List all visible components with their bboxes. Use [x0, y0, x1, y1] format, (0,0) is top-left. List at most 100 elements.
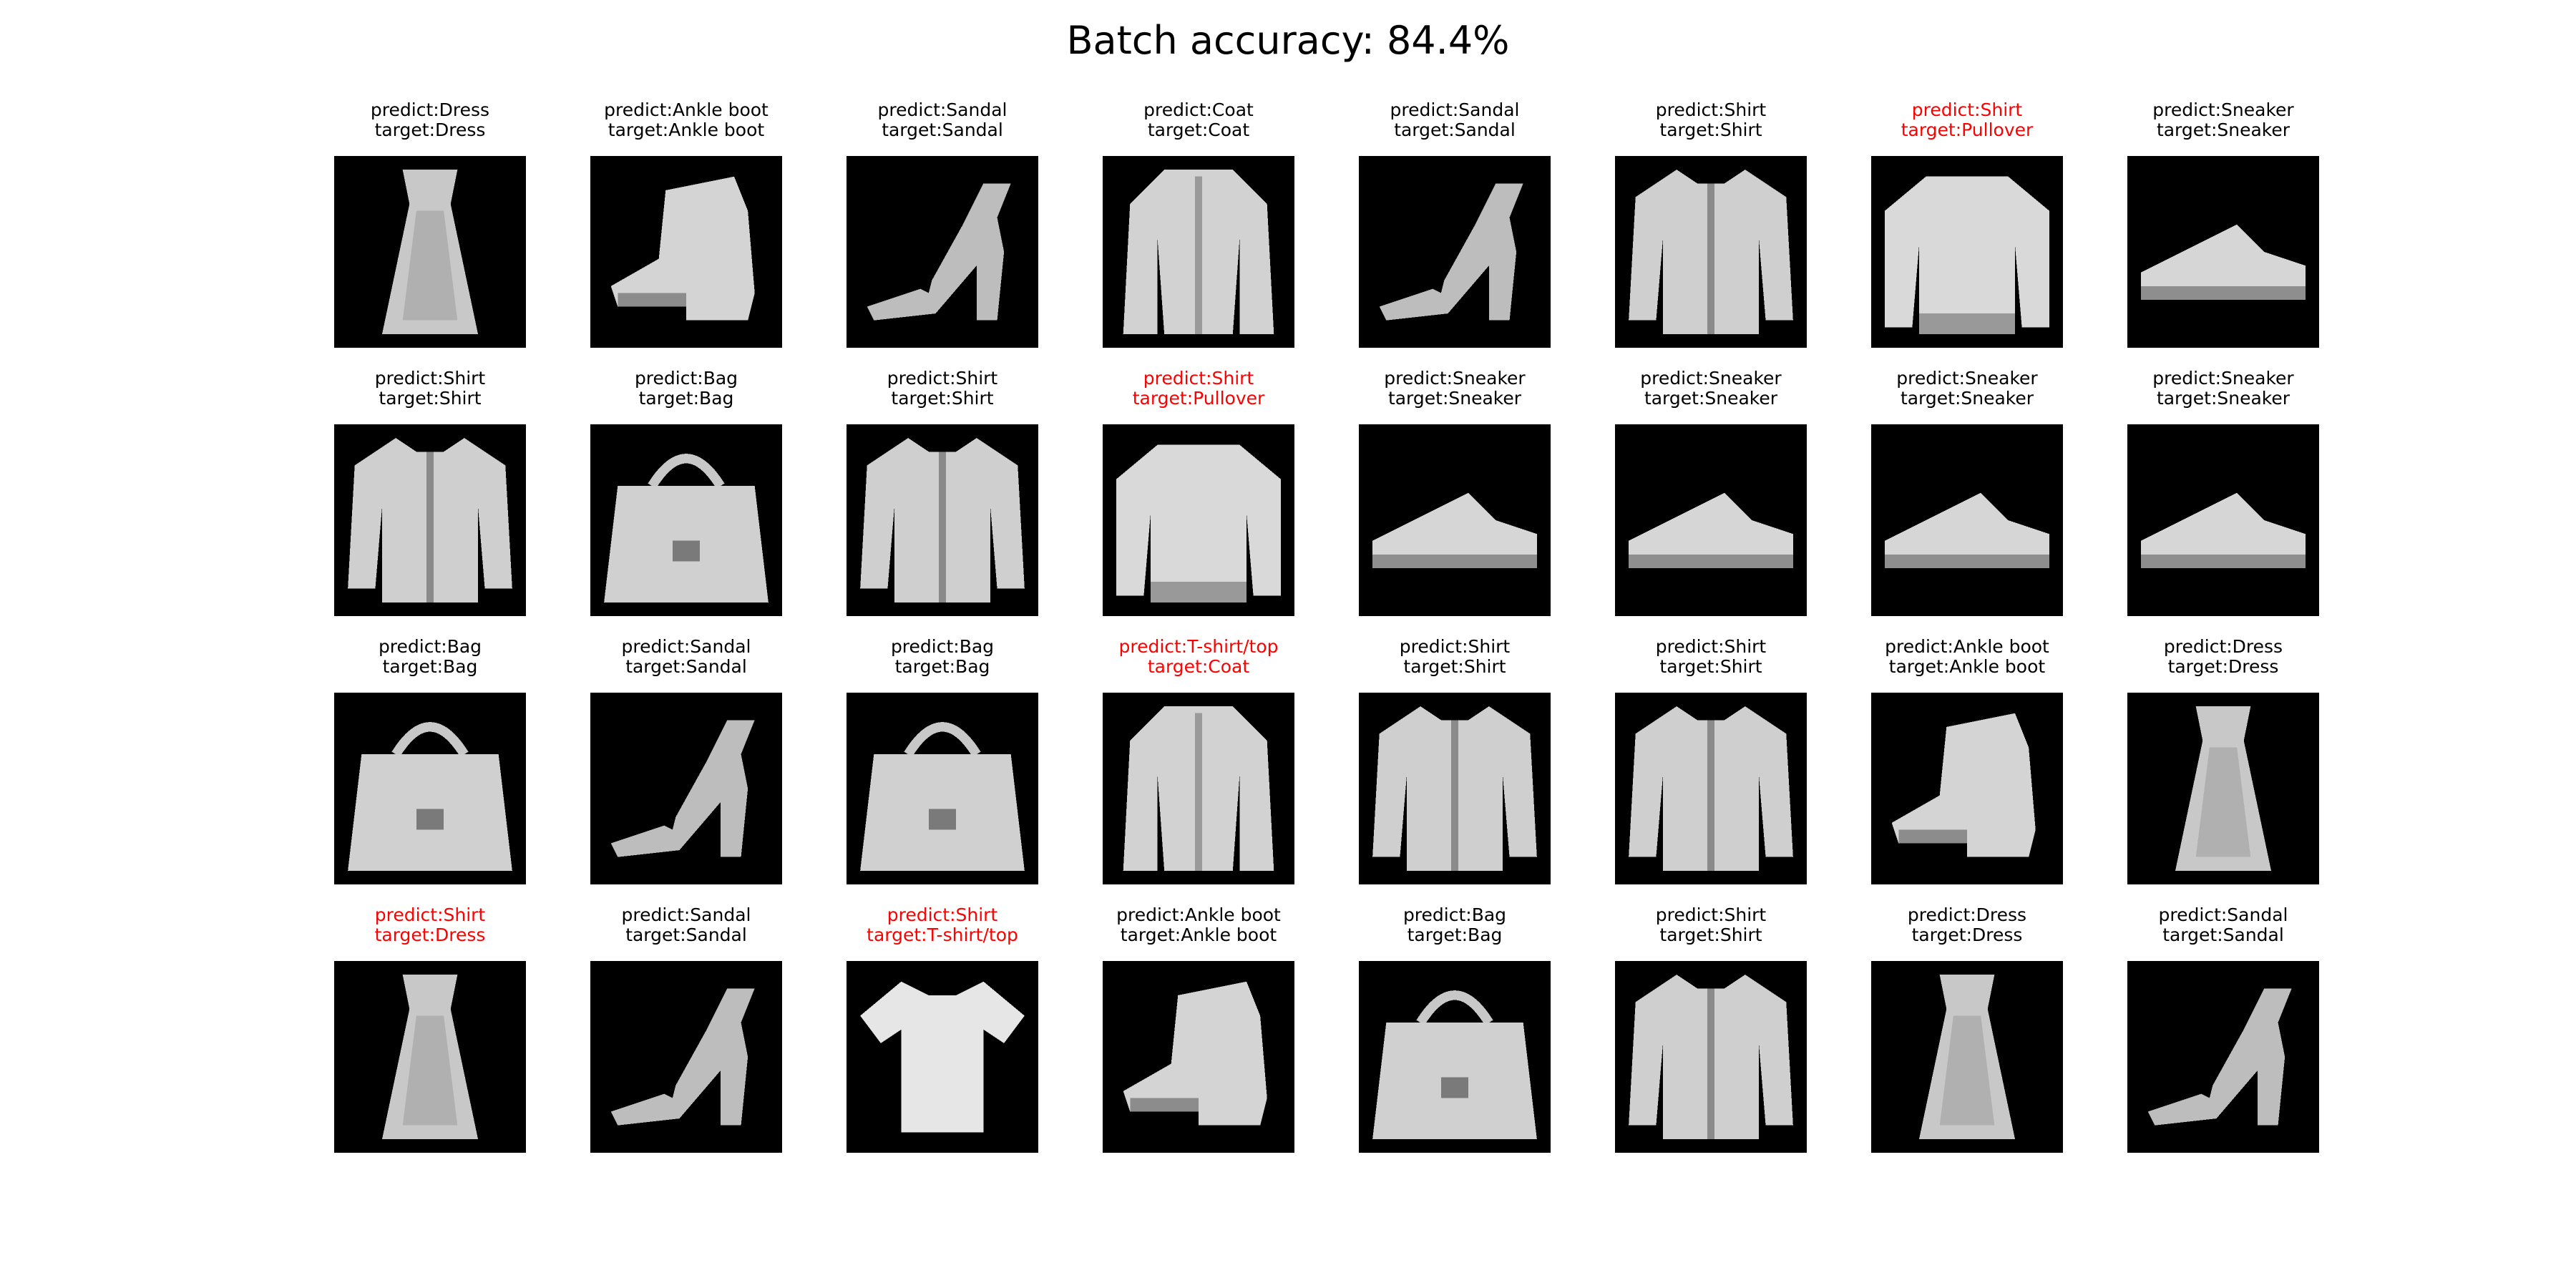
predict-label: predict:Sandal — [2158, 904, 2288, 925]
panel-caption: predict:Shirt target:Shirt — [1551, 905, 1871, 945]
image-panel: predict:Shirt target:T-shirt/top — [847, 905, 1038, 1177]
coat-image — [1103, 693, 1294, 884]
pullover-image — [1871, 156, 2063, 348]
predict-label: predict:Bag — [378, 636, 482, 657]
panel-caption: predict:T-shirt/top target:Coat — [1038, 637, 1359, 677]
sandal-image — [590, 961, 782, 1153]
panel-caption: predict:Bag target:Bag — [782, 637, 1103, 677]
target-label: target:Sneaker — [1387, 388, 1522, 409]
panel-caption: predict:Bag target:Bag — [1294, 905, 1615, 945]
predict-label: predict:Sandal — [621, 904, 751, 925]
image-panel: predict:Dress target:Dress — [2127, 637, 2319, 909]
panel-caption: predict:Shirt target:Pullover — [1807, 100, 2127, 140]
predict-label: predict:Sneaker — [2152, 99, 2294, 120]
predict-label: predict:Sneaker — [1896, 368, 2038, 389]
panel-caption: predict:Shirt target:Shirt — [1551, 637, 1871, 677]
panel-caption: predict:Shirt target:T-shirt/top — [782, 905, 1103, 945]
dress-image — [2127, 693, 2319, 884]
sneaker-image — [1359, 424, 1551, 616]
target-label: target:Shirt — [1659, 656, 1762, 677]
predict-label: predict:Shirt — [374, 368, 486, 389]
target-label: target:Shirt — [379, 388, 482, 409]
panel-caption: predict:Shirt target:Shirt — [782, 369, 1103, 409]
panel-caption: predict:Shirt target:Shirt — [1294, 637, 1615, 677]
panel-caption: predict:Bag target:Bag — [526, 369, 847, 409]
panel-caption: predict:Sandal target:Sandal — [2063, 905, 2384, 945]
panel-caption: predict:Ankle boot target:Ankle boot — [1807, 637, 2127, 677]
predict-label: predict:Bag — [1402, 904, 1507, 925]
shirt-image — [1615, 961, 1807, 1153]
image-panel: predict:Sandal target:Sandal — [590, 905, 782, 1177]
target-label: target:Ankle boot — [608, 119, 765, 140]
image-panel: predict:Sandal target:Sandal — [2127, 905, 2319, 1177]
image-panel: predict:Ankle boot target:Ankle boot — [1103, 905, 1294, 1177]
predict-label: predict:Ankle boot — [604, 99, 769, 120]
target-label: target:Dress — [1911, 924, 2023, 945]
image-panel: predict:Shirt target:Pullover — [1103, 369, 1294, 640]
pullover-image — [1103, 424, 1294, 616]
target-label: target:Pullover — [1901, 119, 2034, 140]
sandal-image — [2127, 961, 2319, 1153]
image-panel: predict:Bag target:Bag — [590, 369, 782, 640]
target-label: target:Shirt — [891, 388, 994, 409]
image-panel: predict:Shirt target:Shirt — [1615, 100, 1807, 372]
target-label: target:Bag — [1407, 924, 1503, 945]
predict-label: predict:Bag — [890, 636, 995, 657]
panel-caption: predict:Sneaker target:Sneaker — [1551, 369, 1871, 409]
panel-caption: predict:Shirt target:Dress — [270, 905, 590, 945]
predict-label: predict:Sneaker — [1640, 368, 1782, 389]
image-panel: predict:Bag target:Bag — [847, 637, 1038, 909]
image-panel: predict:Shirt target:Shirt — [1359, 637, 1551, 909]
shirt-image — [1615, 693, 1807, 884]
panel-caption: predict:Sneaker target:Sneaker — [2063, 369, 2384, 409]
target-label: target:Coat — [1147, 656, 1250, 677]
target-label: target:Ankle boot — [1120, 924, 1277, 945]
panel-caption: predict:Sandal target:Sandal — [782, 100, 1103, 140]
panel-caption: predict:Shirt target:Shirt — [270, 369, 590, 409]
target-label: target:Sandal — [625, 924, 747, 945]
sneaker-image — [1871, 424, 2063, 616]
target-label: target:Dress — [2167, 656, 2279, 677]
target-label: target:Bag — [382, 656, 478, 677]
target-label: target:Sandal — [882, 119, 1003, 140]
image-panel: predict:Shirt target:Shirt — [847, 369, 1038, 640]
image-panel: predict:Shirt target:Pullover — [1871, 100, 2063, 372]
image-panel: predict:Ankle boot target:Ankle boot — [590, 100, 782, 372]
panel-caption: predict:Sneaker target:Sneaker — [2063, 100, 2384, 140]
ankle-boot-image — [1871, 693, 2063, 884]
image-panel: predict:Bag target:Bag — [334, 637, 526, 909]
predict-label: predict:Shirt — [1399, 636, 1511, 657]
predict-label: predict:Sneaker — [1384, 368, 1526, 389]
coat-image — [1103, 156, 1294, 348]
predict-label: predict:Ankle boot — [1885, 636, 2049, 657]
panel-caption: predict:Sandal target:Sandal — [526, 905, 847, 945]
target-label: target:Shirt — [1659, 119, 1762, 140]
image-panel: predict:Coat target:Coat — [1103, 100, 1294, 372]
target-label: target:Sandal — [625, 656, 747, 677]
sandal-image — [590, 693, 782, 884]
target-label: target:Shirt — [1403, 656, 1506, 677]
image-panel: predict:Sneaker target:Sneaker — [2127, 369, 2319, 640]
panel-caption: predict:Sneaker target:Sneaker — [1294, 369, 1615, 409]
sneaker-image — [2127, 424, 2319, 616]
ankle-boot-image — [1103, 961, 1294, 1153]
target-label: target:Sneaker — [1644, 388, 1778, 409]
target-label: target:Pullover — [1132, 388, 1265, 409]
image-panel: predict:Sneaker target:Sneaker — [1359, 369, 1551, 640]
predict-label: predict:Dress — [370, 99, 490, 120]
bag-image — [847, 693, 1038, 884]
image-panel: predict:Sandal target:Sandal — [1359, 100, 1551, 372]
target-label: target:Sandal — [1394, 119, 1516, 140]
figure-title: Batch accuracy: 84.4% — [1066, 18, 1510, 63]
bag-image — [590, 424, 782, 616]
image-panel: predict:Sandal target:Sandal — [590, 637, 782, 909]
panel-caption: predict:Coat target:Coat — [1038, 100, 1359, 140]
target-label: target:Bag — [638, 388, 734, 409]
predict-label: predict:Sneaker — [2152, 368, 2294, 389]
predict-label: predict:Coat — [1143, 99, 1254, 120]
panel-caption: predict:Shirt target:Shirt — [1551, 100, 1871, 140]
predict-label: predict:Sandal — [1390, 99, 1520, 120]
panel-caption: predict:Sneaker target:Sneaker — [1807, 369, 2127, 409]
predict-label: predict:Sandal — [621, 636, 751, 657]
predict-label: predict:Sandal — [877, 99, 1008, 120]
